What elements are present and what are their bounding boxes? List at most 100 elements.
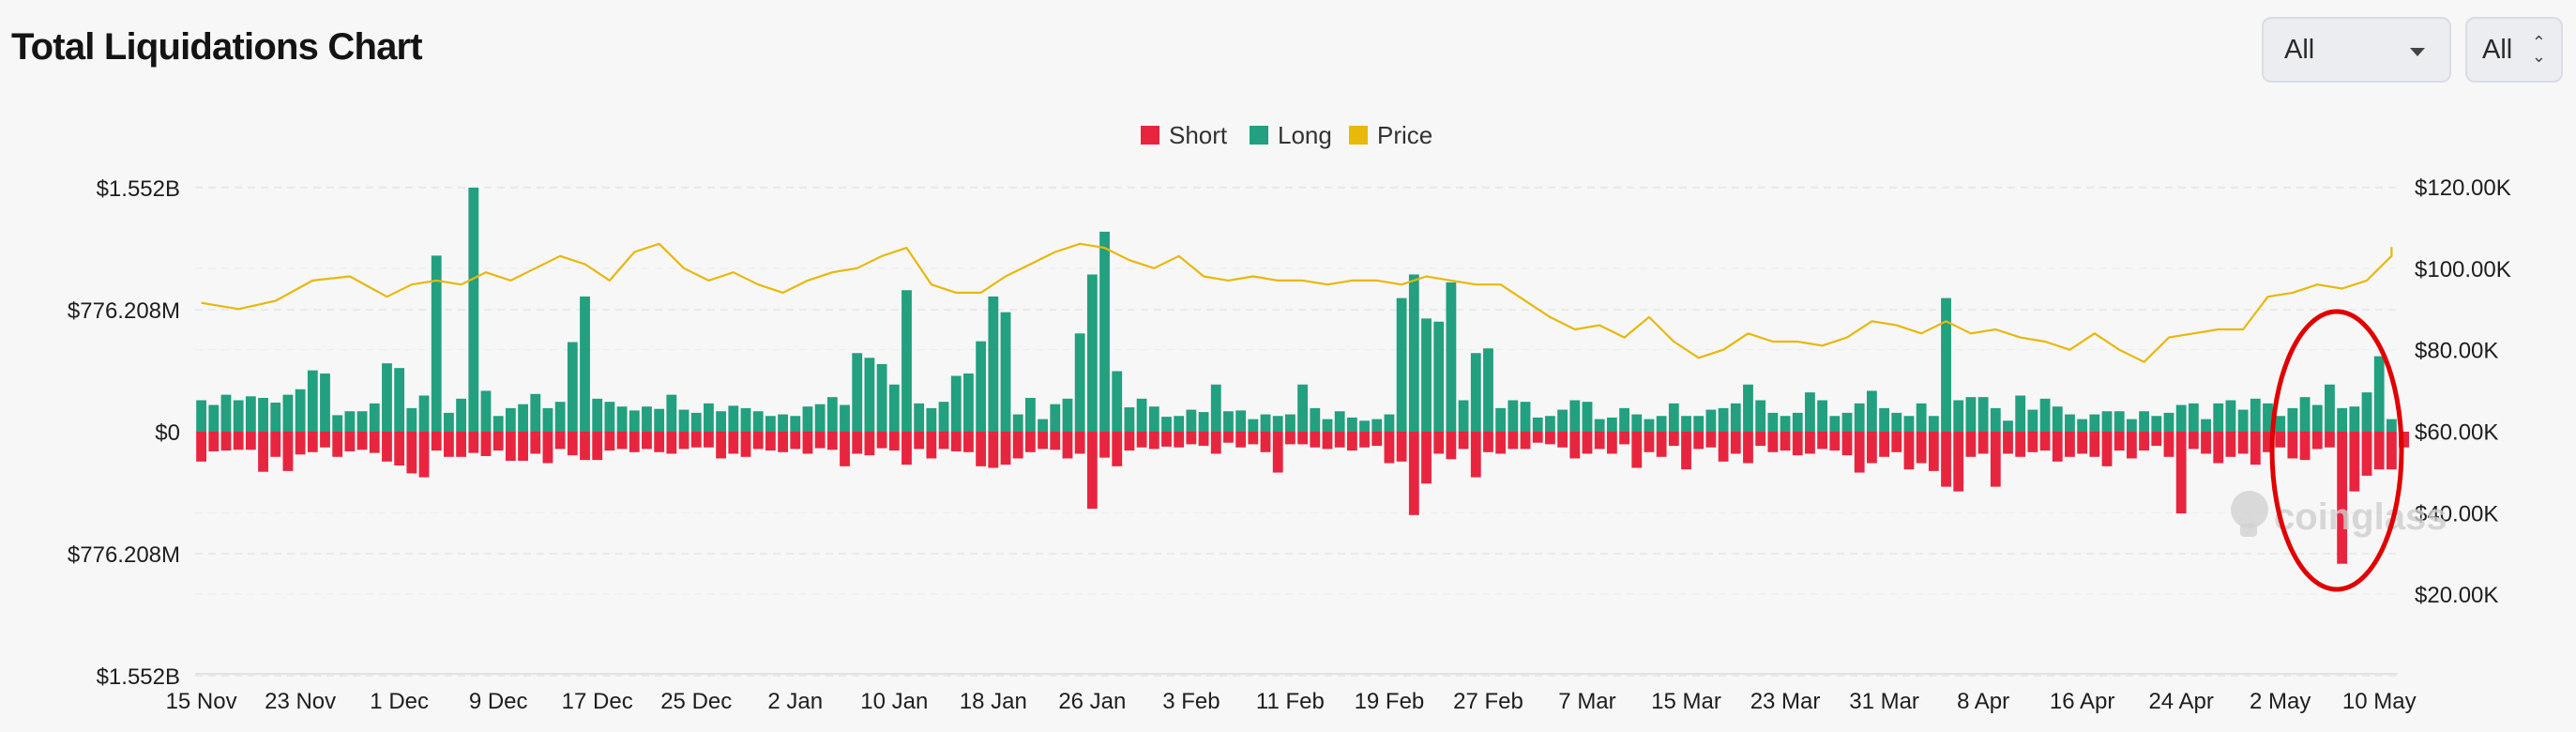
- long-bar: [1817, 400, 1828, 432]
- long-bar: [2039, 398, 2051, 432]
- y-right-tick-label: $80.00K: [2415, 339, 2498, 364]
- short-bar: [2399, 432, 2410, 448]
- short-bar: [406, 432, 417, 474]
- long-bar: [1681, 416, 1691, 432]
- long-bar: [592, 398, 603, 432]
- short-bar: [728, 432, 739, 454]
- long-bar: [1210, 384, 1221, 432]
- short-bar: [1829, 432, 1841, 451]
- long-bar: [2027, 409, 2038, 432]
- long-bar: [2201, 419, 2211, 432]
- short-bar: [2201, 432, 2211, 454]
- short-bar: [604, 432, 615, 451]
- long-bar: [1186, 409, 1197, 432]
- short-bar: [1767, 432, 1779, 452]
- x-tick-label: 8 Apr: [1957, 689, 2009, 714]
- long-bar: [616, 406, 628, 432]
- short-bar: [1891, 432, 1902, 452]
- short-bar: [1210, 432, 1221, 454]
- short-bar: [716, 432, 727, 459]
- long-bar: [704, 403, 714, 432]
- long-bar: [814, 404, 826, 432]
- long-bar: [1024, 397, 1036, 432]
- x-tick-label: 19 Feb: [1355, 689, 1425, 714]
- y-right-tick-label: $120.00K: [2415, 175, 2511, 201]
- long-bar: [2188, 403, 2199, 432]
- short-bar: [752, 432, 764, 450]
- legend-swatch-long: [1250, 126, 1268, 145]
- short-bar: [1074, 432, 1085, 454]
- short-bar: [567, 432, 578, 456]
- short-bar: [1235, 432, 1247, 448]
- long-bar: [2250, 398, 2261, 432]
- long-bar: [802, 406, 813, 432]
- short-bar: [1817, 432, 1828, 450]
- long-bar: [1656, 416, 1667, 432]
- short-bar: [2101, 432, 2113, 466]
- short-bar: [369, 432, 380, 453]
- short-bar: [2139, 432, 2149, 451]
- long-bar: [1965, 397, 1977, 432]
- long-bar: [1569, 400, 1581, 432]
- short-bar: [826, 432, 838, 450]
- short-bar: [852, 432, 863, 454]
- short-bar: [642, 432, 652, 450]
- long-bar: [1161, 417, 1172, 432]
- short-bar: [258, 432, 268, 472]
- short-bar: [2175, 432, 2187, 514]
- long-bar: [1594, 419, 1605, 432]
- short-bar: [814, 432, 826, 449]
- long-bar: [2275, 416, 2286, 432]
- price-line: [201, 242, 2393, 363]
- short-bar: [1941, 432, 1951, 487]
- long-bar: [2015, 395, 2026, 432]
- long-bar: [1668, 403, 1679, 432]
- short-bar: [1322, 432, 1333, 450]
- long-bar: [2311, 404, 2323, 432]
- long-bar: [492, 416, 504, 432]
- long-bar: [394, 368, 405, 432]
- range-select[interactable]: All: [2262, 17, 2451, 83]
- legend-label-short: Short: [1169, 121, 1228, 149]
- short-bar: [2065, 432, 2075, 457]
- long-bar: [2325, 384, 2335, 432]
- long-bar: [2213, 403, 2224, 432]
- short-bar: [1310, 432, 1321, 448]
- long-bar: [963, 374, 974, 432]
- short-bar: [1805, 432, 1815, 454]
- long-bar: [1866, 390, 1877, 432]
- up-down-icon: ⌃ ⌄: [2531, 33, 2546, 66]
- short-bar: [988, 432, 999, 468]
- long-bar: [1272, 416, 1283, 432]
- short-bar: [492, 432, 504, 451]
- short-bar: [1012, 432, 1023, 459]
- unit-select[interactable]: All ⌃ ⌄: [2465, 17, 2563, 83]
- short-bar: [1730, 432, 1741, 454]
- long-bar: [1545, 416, 1555, 432]
- long-bar: [1284, 414, 1296, 432]
- unit-select-value: All: [2482, 34, 2513, 65]
- short-bar: [926, 432, 937, 459]
- short-bar: [2250, 432, 2261, 465]
- short-bar: [1841, 432, 1853, 456]
- short-bar: [2114, 432, 2125, 451]
- short-bar: [1631, 432, 1643, 468]
- long-bar: [1446, 282, 1457, 432]
- price-series: [201, 242, 2393, 363]
- short-bar: [580, 432, 590, 461]
- short-bar: [963, 432, 974, 452]
- long-bar: [1891, 412, 1902, 432]
- long-bar: [1086, 274, 1098, 432]
- long-bar: [505, 407, 516, 432]
- watermark: coinglass: [2231, 491, 2447, 538]
- short-bar: [1284, 432, 1296, 445]
- short-bar: [332, 432, 343, 457]
- short-bar: [1038, 432, 1048, 450]
- short-bar: [1174, 432, 1185, 448]
- long-bar: [2225, 400, 2236, 432]
- short-bar: [295, 432, 306, 455]
- y-left-tick-label: $776.208M: [68, 542, 180, 568]
- long-bar: [1903, 416, 1915, 432]
- short-bar: [1000, 432, 1011, 465]
- long-bar: [1074, 333, 1085, 432]
